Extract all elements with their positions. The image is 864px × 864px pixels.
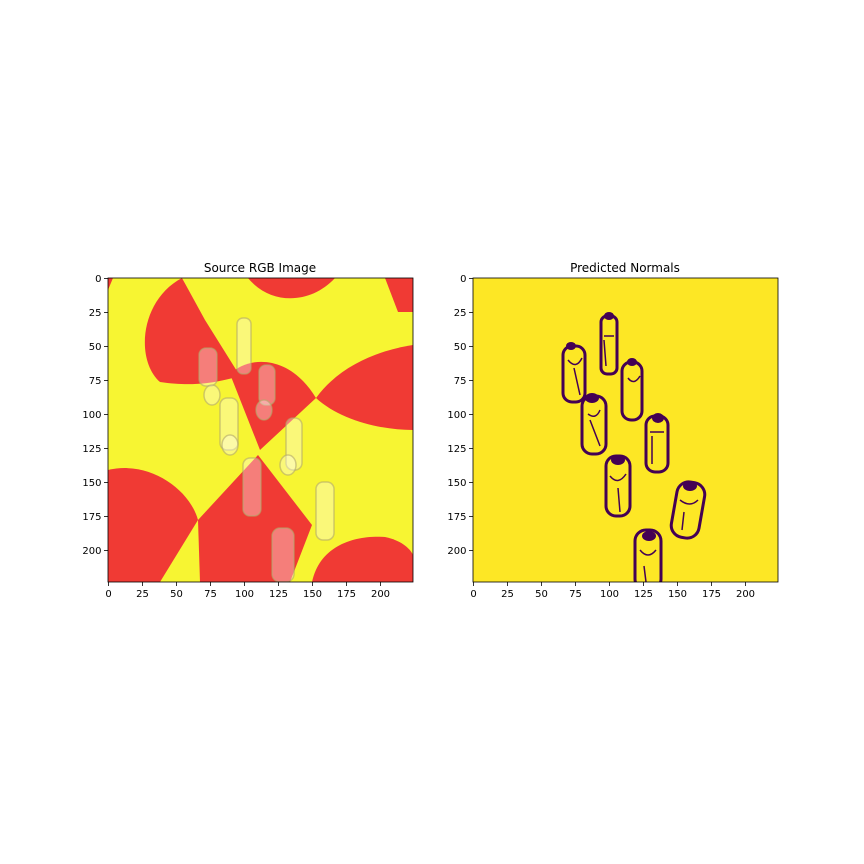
y-tick-label: 50 [89,342,102,353]
normals-x-axis: 0 25 50 75 100 125 150 175 200 [470,582,755,600]
x-tick-label: 0 [105,589,111,600]
x-tick-label: 175 [337,589,356,600]
source-panel-title: Source RGB Image [204,261,316,275]
y-tick-label: 150 [82,478,101,489]
y-tick-label: 200 [447,546,466,557]
y-tick-label: 100 [82,410,101,421]
y-tick-label: 100 [447,410,466,421]
y-tick-label: 25 [89,308,102,319]
normals-image-panel: Predicted Normals [447,261,779,600]
x-tick-label: 75 [204,589,217,600]
x-tick-label: 200 [736,589,755,600]
normals-y-axis: 0 25 50 75 100 125 150 175 200 [447,274,473,557]
y-tick-label: 75 [454,376,467,387]
x-tick-label: 125 [269,589,288,600]
source-image [108,278,413,582]
y-tick-label: 125 [447,444,466,455]
x-tick-label: 125 [634,589,653,600]
y-tick-label: 175 [82,512,101,523]
normals-image [473,278,778,582]
x-tick-label: 150 [303,589,322,600]
x-tick-label: 0 [470,589,476,600]
source-y-axis: 0 25 50 75 100 125 150 175 200 [82,274,108,557]
x-tick-label: 25 [136,589,149,600]
y-tick-label: 0 [95,274,101,285]
x-tick-label: 150 [668,589,687,600]
y-tick-label: 0 [460,274,466,285]
x-tick-label: 75 [569,589,582,600]
y-tick-label: 175 [447,512,466,523]
x-tick-label: 100 [235,589,254,600]
y-tick-label: 150 [447,478,466,489]
x-tick-label: 25 [501,589,514,600]
x-tick-label: 100 [600,589,619,600]
normals-panel-title: Predicted Normals [570,261,680,275]
y-tick-label: 25 [454,308,467,319]
y-tick-label: 200 [82,546,101,557]
x-tick-label: 175 [702,589,721,600]
x-tick-label: 50 [170,589,183,600]
x-tick-label: 200 [371,589,390,600]
y-tick-label: 125 [82,444,101,455]
y-tick-label: 50 [454,342,467,353]
source-image-panel: Source RGB Image [82,261,414,600]
x-tick-label: 50 [535,589,548,600]
source-x-axis: 0 25 50 75 100 125 150 175 200 [105,582,390,600]
y-tick-label: 75 [89,376,102,387]
